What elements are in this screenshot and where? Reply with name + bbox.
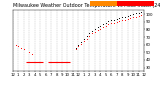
Point — [115, 18, 118, 19]
Point — [88, 35, 91, 36]
Point — [99, 28, 102, 29]
Point — [91, 30, 93, 32]
Point — [83, 40, 85, 42]
Point — [88, 33, 91, 34]
Point — [140, 14, 143, 16]
Point — [74, 48, 77, 49]
Point — [107, 20, 110, 22]
Point — [80, 43, 82, 45]
Point — [83, 39, 85, 40]
Text: Milwaukee Weather Outdoor Temperature vs Heat Index (24 Hours): Milwaukee Weather Outdoor Temperature vs… — [13, 3, 160, 8]
Point — [91, 33, 93, 34]
Point — [96, 26, 99, 28]
Point — [140, 11, 143, 13]
Point — [118, 17, 121, 19]
Point — [121, 20, 123, 21]
Point — [31, 53, 33, 55]
Point — [110, 23, 112, 24]
Point — [137, 12, 140, 13]
Point — [96, 29, 99, 31]
Point — [126, 15, 129, 16]
Point — [118, 20, 121, 22]
Point — [132, 17, 134, 18]
Point — [99, 25, 102, 26]
Point — [107, 23, 110, 25]
Point — [135, 13, 137, 14]
Point — [129, 17, 132, 19]
Point — [102, 23, 104, 25]
Point — [22, 49, 25, 50]
Point — [110, 20, 112, 21]
Point — [85, 38, 88, 39]
Point — [74, 47, 77, 48]
Point — [121, 17, 123, 18]
Point — [113, 22, 115, 23]
Point — [132, 14, 134, 15]
Point — [93, 31, 96, 32]
Point — [113, 19, 115, 20]
Point — [104, 25, 107, 26]
Point — [104, 22, 107, 23]
Point — [85, 36, 88, 37]
Point — [80, 42, 82, 43]
Point — [115, 21, 118, 23]
Point — [124, 16, 126, 17]
Point — [93, 28, 96, 29]
Point — [137, 15, 140, 16]
Point — [126, 18, 129, 19]
Point — [129, 14, 132, 16]
Point — [135, 16, 137, 17]
Point — [28, 52, 30, 53]
Point — [124, 19, 126, 20]
Point — [20, 47, 22, 48]
Point — [77, 44, 80, 45]
Point — [77, 46, 80, 47]
Point — [14, 44, 17, 45]
Point — [17, 46, 20, 47]
Point — [102, 26, 104, 28]
